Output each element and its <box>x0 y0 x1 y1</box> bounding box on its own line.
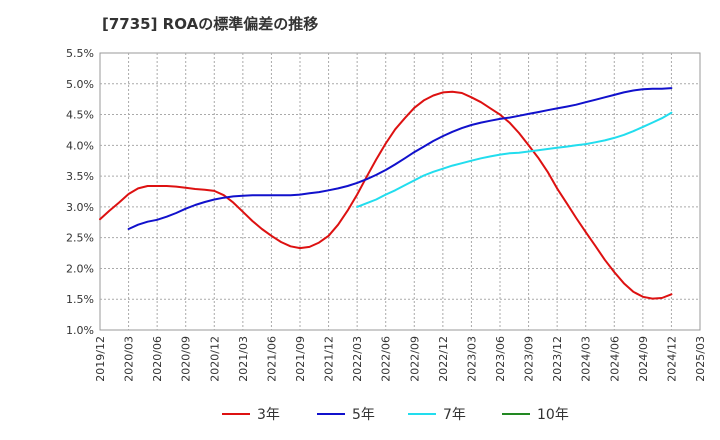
y-tick-label: 1.5% <box>66 293 94 306</box>
legend-label: 10年 <box>537 407 569 423</box>
x-tick-label: 2021/12 <box>323 336 336 382</box>
x-tick-label: 2024/12 <box>665 336 678 382</box>
x-tick-label: 2025/03 <box>694 336 707 382</box>
legend-label: 3年 <box>257 407 280 423</box>
series-line-3年 <box>99 90 673 300</box>
chart-title: [7735] ROAの標準偏差の推移 <box>102 15 319 33</box>
x-tick-label: 2020/09 <box>180 336 193 382</box>
x-tick-label: 2024/06 <box>608 336 621 382</box>
x-tick-label: 2021/09 <box>294 336 307 382</box>
x-tick-label: 2020/12 <box>208 336 221 382</box>
x-tick-label: 2022/03 <box>351 336 364 382</box>
x-tick-label: 2024/09 <box>637 336 650 382</box>
x-tick-label: 2022/09 <box>408 336 421 382</box>
x-tick-label: 2023/06 <box>494 336 507 382</box>
y-tick-label: 5.0% <box>66 78 94 91</box>
series-line-5年 <box>127 87 673 230</box>
y-tick-label: 3.5% <box>66 170 94 183</box>
horizontal-grid <box>100 83 700 300</box>
x-tick-label: 2021/06 <box>265 336 278 382</box>
legend-label: 7年 <box>443 407 466 423</box>
x-tick-label: 2021/03 <box>237 336 250 382</box>
x-tick-label: 2020/06 <box>151 336 164 382</box>
y-tick-label: 3.0% <box>66 201 94 214</box>
x-axis-ticks: 2019/12 2020/03 2020/06 2020/09 2020/12 2021/… <box>94 336 707 382</box>
y-tick-label: 1.0% <box>66 324 94 337</box>
y-tick-label: 4.5% <box>66 109 94 122</box>
series-line-7年 <box>356 111 673 208</box>
legend: 3年 5年 7年 10年 <box>222 407 569 423</box>
plot-area <box>99 52 701 331</box>
x-tick-label: 2022/12 <box>437 336 450 382</box>
x-tick-label: 2023/12 <box>551 336 564 382</box>
x-tick-label: 2024/03 <box>580 336 593 382</box>
series-lines <box>99 87 673 300</box>
x-tick-label: 2019/12 <box>94 336 107 382</box>
y-tick-label: 2.5% <box>66 232 94 245</box>
y-tick-label: 5.5% <box>66 47 94 60</box>
y-tick-label: 4.0% <box>66 139 94 152</box>
legend-label: 5年 <box>352 407 375 423</box>
x-tick-label: 2023/03 <box>465 336 478 382</box>
x-tick-label: 2020/03 <box>123 336 136 382</box>
x-tick-label: 2023/09 <box>523 336 536 382</box>
y-axis-ticks: 5.5% 5.0% 4.5% 4.0% 3.5% 3.0% 2.5% 2.0% 1.5% 1.0% <box>66 47 94 337</box>
x-tick-label: 2022/06 <box>380 336 393 382</box>
y-tick-label: 2.0% <box>66 262 94 275</box>
